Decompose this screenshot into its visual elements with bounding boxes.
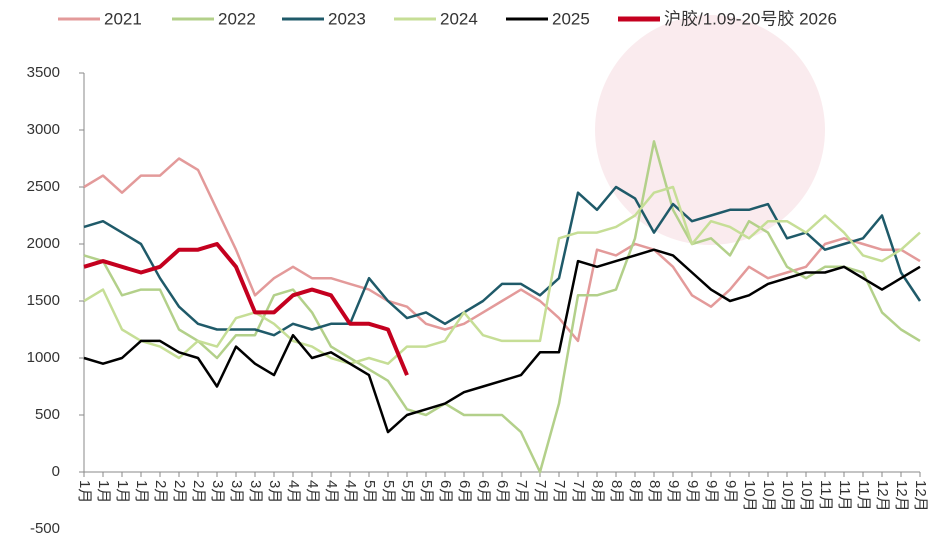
x-tick-label: 2月: [171, 480, 188, 503]
x-tick-label: 12月: [912, 480, 929, 512]
x-tick-label: 10月: [741, 480, 758, 512]
x-tick-label: 12月: [893, 480, 910, 512]
x-tick-label: 5月: [380, 480, 397, 503]
x-tick-label: 9月: [722, 480, 739, 503]
x-tick-label: 8月: [589, 480, 606, 503]
x-tick-label: 3月: [209, 480, 226, 503]
x-tick-label: 8月: [608, 480, 625, 503]
series-line: [83, 248, 921, 434]
x-tick-label: 6月: [475, 480, 492, 503]
legend-label: 2025: [552, 9, 590, 28]
series-line: [83, 242, 409, 376]
x-tick-label: 7月: [532, 480, 549, 503]
x-tick-label: 10月: [760, 480, 777, 512]
series-line: [83, 140, 921, 474]
x-tick-label: 10月: [798, 480, 815, 512]
legend-label: 2022: [218, 9, 256, 28]
legend-label: 2024: [440, 9, 478, 28]
legend-label: 沪胶/1.09-20号胶 2026: [664, 9, 837, 28]
x-tick-label: 10月: [779, 480, 796, 512]
x-tick-label: 7月: [513, 480, 530, 503]
y-tick-label: 500: [35, 406, 60, 423]
x-tick-label: 1月: [133, 480, 150, 503]
x-tick-label: 6月: [456, 480, 473, 503]
y-tick-label: 3500: [27, 64, 60, 81]
legend-label: 2023: [328, 9, 366, 28]
x-tick-label: 11月: [836, 480, 853, 511]
x-tick-label: 4月: [304, 480, 321, 503]
x-tick-label: 3月: [228, 480, 245, 503]
x-tick-label: 6月: [437, 480, 454, 503]
y-tick-label: 2000: [27, 235, 60, 252]
y-tick-label: 1500: [27, 292, 60, 309]
x-tick-label: 2月: [152, 480, 169, 503]
x-tick-label: 1月: [95, 480, 112, 503]
legend-label: 2021: [104, 9, 142, 28]
series-line: [83, 185, 922, 337]
x-tick-label: 5月: [418, 480, 435, 503]
x-tick-label: 9月: [665, 480, 682, 503]
x-tick-label: 2月: [190, 480, 207, 503]
x-tick-label: 6月: [494, 480, 511, 503]
x-tick-label: 3月: [266, 480, 283, 503]
x-tick-label: 4月: [323, 480, 340, 503]
x-tick-label: 3月: [247, 480, 264, 503]
y-tick-label: 1000: [27, 349, 60, 366]
y-tick-label: 2500: [27, 178, 60, 195]
x-tick-label: 8月: [646, 480, 663, 503]
x-tick-label: 12月: [874, 480, 891, 512]
x-tick-label: 1月: [114, 480, 131, 503]
x-tick-label: 9月: [703, 480, 720, 503]
series-line: [83, 157, 921, 343]
series-line: [83, 185, 921, 365]
x-tick-label: 4月: [285, 480, 302, 503]
x-tick-label: 9月: [684, 480, 701, 503]
x-tick-label: 11月: [855, 480, 872, 511]
x-tick-label: 8月: [627, 480, 644, 503]
y-tick-label: 0: [52, 463, 60, 480]
x-tick-label: 7月: [551, 480, 568, 503]
x-tick-label: 1月: [76, 480, 93, 503]
x-tick-label: 11月: [817, 480, 834, 511]
y-tick-label: 3000: [27, 121, 60, 138]
watermark: [595, 15, 825, 245]
x-tick-label: 5月: [399, 480, 416, 503]
x-tick-label: 5月: [361, 480, 378, 503]
x-tick-label: 4月: [342, 480, 359, 503]
y-tick-label: -500: [30, 520, 60, 537]
x-tick-label: 7月: [570, 480, 587, 503]
